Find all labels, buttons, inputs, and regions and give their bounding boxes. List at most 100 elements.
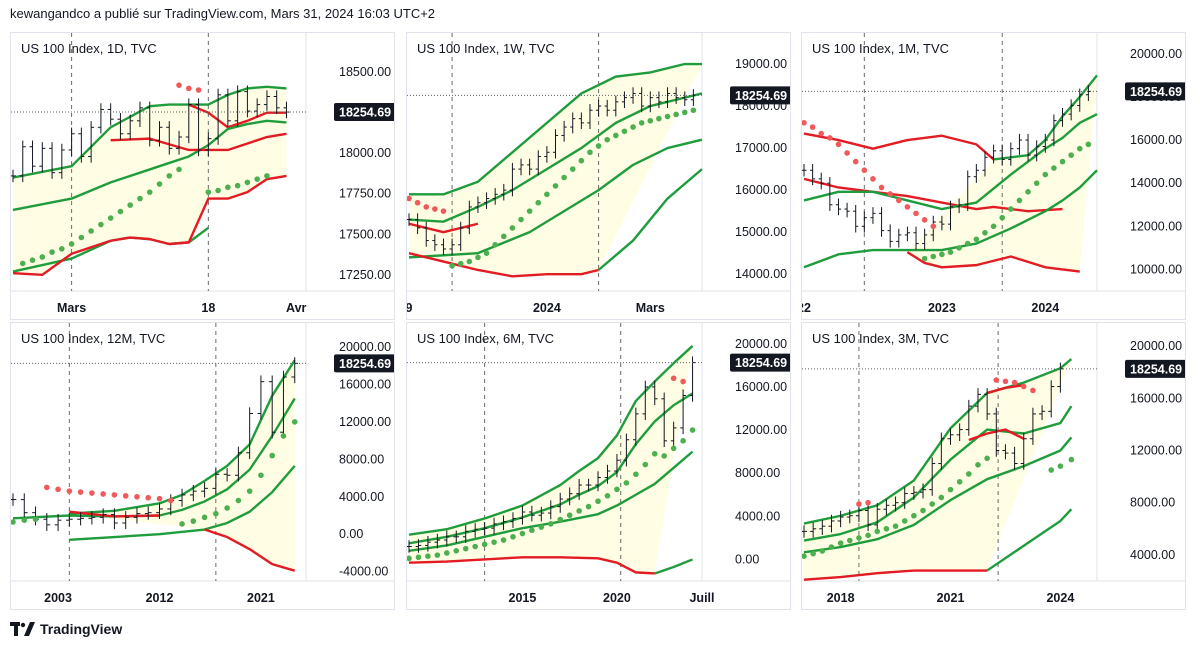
12m-sar-dot-red (44, 484, 50, 491)
3m-ohlc-bar (883, 499, 890, 516)
6m-sar-dot-red (680, 378, 686, 385)
6m-ohlc-bar (462, 525, 469, 543)
1m-ohlc-bar (810, 164, 816, 186)
chart-svg-1w[interactable]: 19000.0018000.0017000.0016000.0015000.00… (407, 33, 791, 320)
1w-price-tag-value: 18254.69 (735, 89, 787, 103)
chart-svg-1d[interactable]: 18500.0018250.0018000.0017750.0017500.00… (11, 33, 395, 320)
1d-ohlc-bar (273, 90, 280, 115)
1m-sar-dot-green (1016, 197, 1023, 204)
1d-sar-dot-green (166, 173, 173, 179)
12m-ohlc-bar (235, 446, 242, 482)
1w-ohlc-bar (449, 238, 455, 256)
1m-sar-dot-green (1008, 206, 1014, 212)
6m-sar-dot-green (425, 553, 431, 559)
tradingview-logo-icon (10, 622, 35, 636)
1w-sar-dot-green (449, 262, 455, 269)
3m-ohlc-bar (810, 522, 817, 538)
3m-sar-dot-green (856, 535, 862, 541)
1w-ohlc-bar (690, 89, 696, 106)
1w-ohlc-bar (501, 183, 507, 201)
3m-lower_band_red (803, 569, 988, 581)
1m-ohlc-bar (853, 205, 859, 233)
1w-sar-dot-red (414, 199, 421, 206)
1d-sar-dot-green (107, 215, 114, 221)
3m-sar-dot-green (1057, 463, 1064, 469)
1m-sar-dot-red (895, 197, 902, 204)
1w-ohlc-bar (552, 129, 559, 159)
6m-x-tick-label: 2020 (603, 591, 631, 605)
3m-sar-dot-green (837, 540, 844, 546)
3m-sar-dot-green (911, 512, 917, 519)
chart-panel-1d[interactable]: 18500.0018250.0018000.0017750.0017500.00… (10, 32, 395, 320)
1m-ohlc-bar (973, 164, 979, 183)
1w-chart-title: US 100 Index, 1W, TVC (417, 41, 555, 56)
chart-panel-1m[interactable]: 20000.0018000.0016000.0014000.0012000.00… (801, 32, 1186, 320)
1m-ohlc-bar (861, 211, 867, 233)
1m-lower_band_red (906, 251, 1080, 273)
3m-sar-dot-green (892, 523, 899, 529)
3m-x-tick-label: 2021 (937, 591, 965, 605)
1m-ohlc-bar (1008, 142, 1014, 166)
6m-ohlc-bar (453, 530, 460, 543)
1w-sar-dot-green (509, 225, 516, 231)
12m-y-tick-label: 0.00 (339, 527, 363, 541)
1d-ohlc-bar (127, 114, 134, 140)
3m-ohlc-bar (828, 514, 835, 533)
6m-sar-dot-green (481, 541, 488, 548)
1m-sar-dot-red (802, 119, 807, 126)
3m-upper_band_red (986, 384, 1024, 395)
1w-y-tick-label: 14000.00 (735, 267, 787, 281)
chart-panel-6m[interactable]: 20000.00 16000.00 12000.00 8000.00 4000.00 0.… (406, 322, 791, 610)
6m-sar-dot-green (614, 486, 620, 493)
1w-sar-dot-green (552, 183, 559, 189)
3m-sar-dot-red (1011, 379, 1018, 386)
1m-sar-dot-red (861, 167, 868, 174)
12m-sar-dot-red (66, 488, 73, 494)
1m-sar-dot-red (818, 130, 825, 137)
3m-mid_band_green (803, 405, 1073, 542)
6m-sar-dot-green (547, 521, 554, 527)
6m-sar-dot-red (670, 375, 677, 382)
chart-panel-3m[interactable]: 20000.00 16000.00 12000.00 8000.00 4000.00 18… (801, 322, 1186, 610)
chart-panel-12m[interactable]: 20000.00 16000.00 12000.00 8000.00 4000.00 0.… (10, 322, 395, 610)
1w-sar-dot-green (681, 109, 688, 116)
1w-ohlc-bar (587, 104, 593, 130)
chart-svg-12m[interactable]: 20000.00 16000.00 12000.00 8000.00 4000.00 0.… (11, 323, 395, 610)
1w-ohlc-bar (578, 112, 584, 130)
3m-sar-dot-green (975, 462, 981, 468)
1m-band-fill (907, 75, 1097, 272)
12m-upper_band_green (69, 359, 296, 515)
1d-ohlc-bar (78, 127, 85, 163)
1d-sar-dot-green (68, 241, 75, 247)
1d-ohlc-bar (117, 112, 124, 140)
chart-svg-6m[interactable]: 20000.00 16000.00 12000.00 8000.00 4000.00 0.… (407, 323, 791, 610)
1w-price-tag (730, 86, 790, 105)
1w-upper_band_green (409, 62, 702, 196)
3m-sar-dot-green (984, 455, 990, 462)
6m-ohlc-bar (642, 380, 649, 421)
1m-ohlc-bar (1068, 99, 1074, 121)
12m-ohlc-bar (223, 468, 231, 482)
chart-panel-1w[interactable]: 19000.00 18000.00 17000.00 16000.00 15000.00… (406, 32, 791, 320)
3m-x-tick-label: 2024 (1046, 591, 1074, 605)
1d-sar-dot-green (98, 221, 104, 228)
12m-sar-dot-green (201, 514, 208, 521)
6m-sar-dot-green (529, 527, 535, 534)
1w-sar-dot-green (630, 124, 636, 130)
1w-ohlc-bar (415, 213, 421, 235)
1m-sar-dot-red (852, 158, 859, 165)
1d-sar-dot-green (176, 166, 182, 173)
1w-ohlc-bar (518, 158, 524, 176)
1w-ohlc-bar (596, 99, 602, 117)
1m-upper_band_red (803, 132, 995, 161)
6m-upper_band_green (408, 345, 694, 536)
6m-y-tick-label: 12000.00 (735, 423, 787, 437)
6m-ohlc-bar (566, 487, 573, 506)
1d-ohlc-bar (234, 85, 241, 128)
chart-svg-1m[interactable]: 20000.0018000.0016000.0014000.0012000.00… (802, 33, 1186, 320)
12m-price-tag (334, 354, 394, 373)
chart-svg-3m[interactable]: 20000.00 16000.00 12000.00 8000.00 4000.00 18… (802, 323, 1186, 610)
6m-ohlc-bar (491, 517, 497, 535)
1w-ohlc-bar (475, 196, 481, 214)
6m-x-tick-label: 2015 (509, 591, 537, 605)
